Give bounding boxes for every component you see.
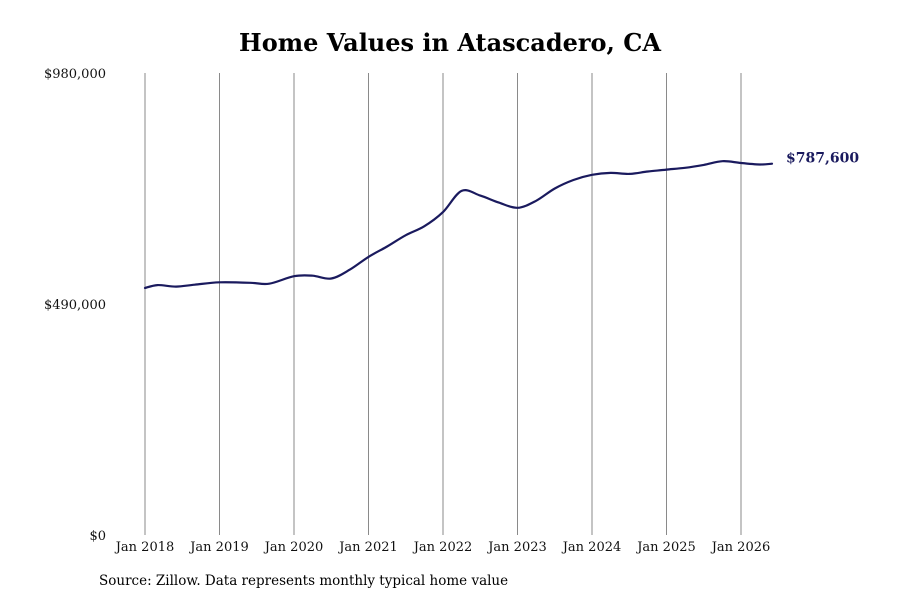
x-tick-label: Jan 2020: [263, 540, 324, 555]
x-tick-label: Jan 2023: [486, 540, 547, 555]
x-tick-label: Jan 2019: [188, 540, 249, 555]
x-tick-label: Jan 2018: [114, 540, 175, 555]
y-tick-label: $490,000: [44, 298, 106, 313]
series-line: [143, 160, 774, 290]
y-axis: $0 $490,000 $980,000: [44, 67, 106, 544]
x-tick-label: Jan 2024: [561, 540, 622, 555]
x-tick-label: Jan 2026: [710, 540, 771, 555]
y-tick-label: $0: [89, 529, 106, 544]
x-tick-label: Jan 2021: [337, 540, 398, 555]
x-axis: Jan 2018 Jan 2019 Jan 2020 Jan 2021 Jan 2022…: [114, 540, 771, 555]
y-tick-label: $980,000: [44, 67, 106, 82]
chart-title: Home Values in Atascadero, CA: [239, 28, 661, 57]
x-tick-label: Jan 2022: [412, 540, 473, 555]
end-value-label: $787,600: [786, 151, 859, 167]
x-tick-label: Jan 2025: [635, 540, 696, 555]
gridlines: [144, 73, 742, 535]
source-note: Source: Zillow. Data represents monthly …: [99, 573, 509, 589]
